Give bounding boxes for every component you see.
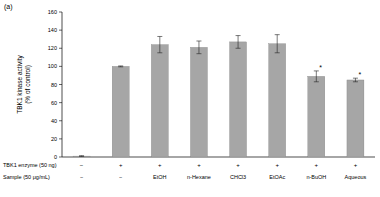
- error-cap: [118, 66, 123, 67]
- y-tick-label: 0: [54, 154, 57, 160]
- y-tick: [59, 66, 62, 67]
- row-label: Sample (50 μg/mL): [3, 174, 50, 180]
- error-cap: [353, 81, 358, 82]
- x-tick-label: EtOAc: [269, 174, 285, 180]
- error-bar: [196, 41, 201, 54]
- error-stem: [355, 78, 356, 82]
- x-axis: [62, 157, 375, 158]
- x-tick-label: EtOH: [153, 174, 166, 180]
- enzyme-cell: +: [119, 162, 123, 168]
- error-cap: [275, 34, 280, 35]
- enzyme-cell: +: [315, 162, 319, 168]
- y-tick-label: 60: [51, 100, 57, 106]
- x-tick-label: −: [80, 174, 83, 180]
- y-tick: [59, 157, 62, 158]
- y-tick-label: 120: [48, 45, 57, 51]
- enzyme-cell: +: [275, 162, 279, 168]
- error-stem: [159, 36, 160, 52]
- y-tick-label: 20: [51, 136, 57, 142]
- chart: (a) TBK1 kinase activity(% of control) 0 20…: [0, 0, 380, 197]
- y-tick: [59, 84, 62, 85]
- x-tick-label: n-BuOH: [306, 174, 326, 180]
- error-cap: [275, 52, 280, 53]
- bar: [112, 66, 129, 157]
- error-bar: [118, 65, 123, 67]
- error-cap: [79, 155, 84, 156]
- x-tick-label: −: [119, 174, 122, 180]
- enzyme-cell: −: [80, 162, 84, 168]
- enzyme-cell: +: [158, 162, 162, 168]
- error-cap: [236, 48, 241, 49]
- significance: *: [319, 64, 322, 71]
- y-tick: [59, 102, 62, 103]
- error-bar: [79, 155, 84, 157]
- error-stem: [238, 36, 239, 49]
- y-tick: [59, 30, 62, 31]
- significance: *: [358, 71, 361, 78]
- y-tick: [59, 120, 62, 121]
- enzyme-cell: +: [197, 162, 201, 168]
- y-label: (% of control): [24, 65, 32, 104]
- y-tick-label: 160: [48, 9, 57, 15]
- error-cap: [353, 78, 358, 79]
- error-bar: [157, 36, 162, 52]
- error-stem: [316, 71, 317, 82]
- enzyme-cell: +: [354, 162, 358, 168]
- error-cap: [157, 36, 162, 37]
- y-tick-label: 40: [51, 118, 57, 124]
- bar: [269, 44, 286, 157]
- error-cap: [196, 53, 201, 54]
- bar: [230, 42, 247, 157]
- y-tick-label: 80: [51, 82, 57, 88]
- error-bar: [236, 36, 241, 49]
- error-cap: [314, 70, 319, 71]
- y-label: TBK1 kinase activity: [16, 54, 24, 113]
- title: (a): [4, 3, 13, 11]
- y-tick: [59, 138, 62, 139]
- error-cap: [196, 41, 201, 42]
- error-cap: [118, 65, 123, 66]
- error-bar: [353, 78, 358, 82]
- enzyme-cell: +: [236, 162, 240, 168]
- x-tick-label: Aqueous: [345, 174, 367, 180]
- bar: [73, 156, 90, 157]
- row-label: TBK1 enzyme (50 ng): [3, 162, 57, 168]
- x-tick-label: n-Hexane: [187, 174, 211, 180]
- error-stem: [198, 41, 199, 54]
- y-tick-label: 100: [48, 63, 57, 69]
- bars: [73, 35, 364, 157]
- bar: [347, 80, 364, 157]
- x-tick-label: CHCl3: [230, 174, 246, 180]
- y-tick-label: 140: [48, 27, 57, 33]
- error-bar: [275, 35, 280, 53]
- error-cap: [314, 81, 319, 82]
- y-tick: [59, 12, 62, 13]
- bar: [190, 47, 207, 157]
- error-stem: [277, 35, 278, 53]
- bar: [308, 76, 325, 157]
- error-cap: [79, 156, 84, 157]
- bar: [151, 45, 168, 157]
- error-cap: [236, 35, 241, 36]
- error-bar: [314, 71, 319, 82]
- error-cap: [157, 52, 162, 53]
- y-tick: [59, 48, 62, 49]
- y-axis: [62, 12, 63, 157]
